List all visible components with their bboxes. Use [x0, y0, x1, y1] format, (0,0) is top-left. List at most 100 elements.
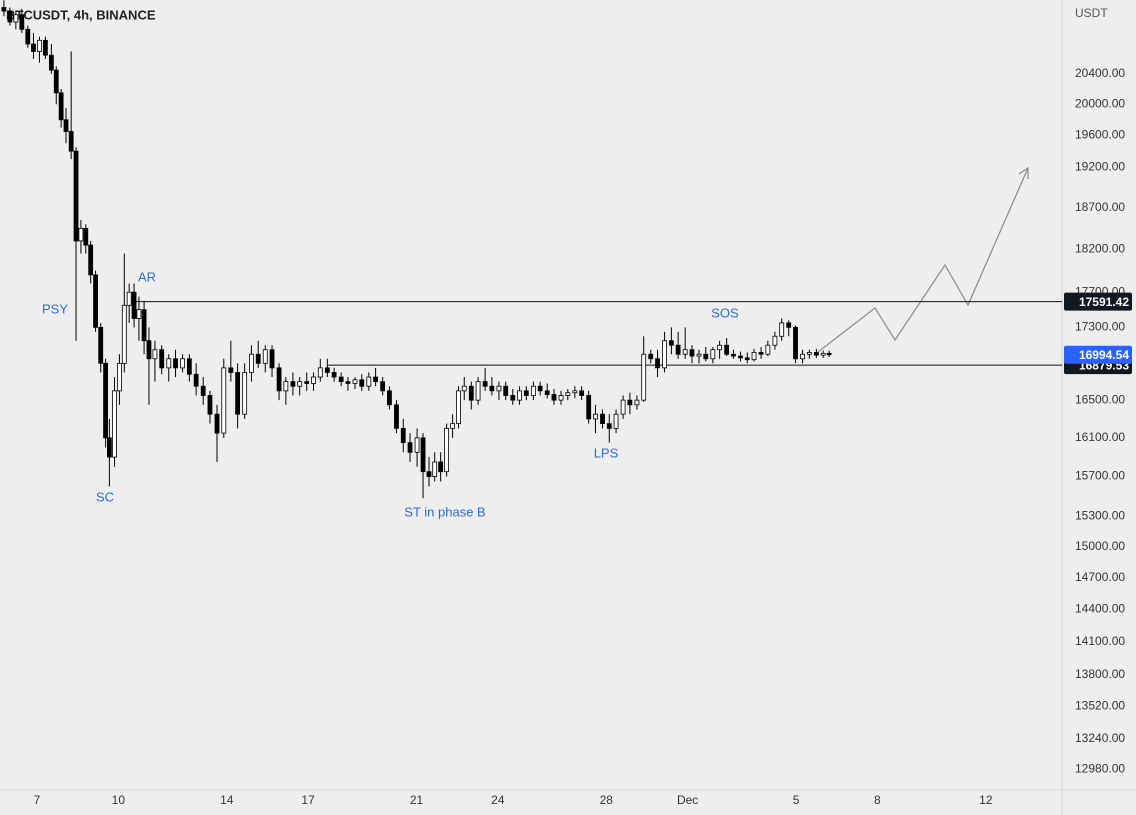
candle-body: [414, 437, 420, 453]
candle-body: [682, 349, 688, 355]
y-tick-label: 15300.00: [1075, 508, 1125, 522]
y-tick-label: 14100.00: [1075, 634, 1125, 648]
candle-body: [200, 385, 206, 396]
candle-body: [221, 367, 227, 434]
candle-body: [63, 119, 69, 132]
candle-body: [37, 39, 42, 52]
candle-body: [738, 355, 743, 359]
candle-body: [331, 372, 337, 378]
candle-body: [58, 92, 64, 121]
candle-body: [432, 461, 438, 477]
candle-body: [772, 335, 778, 346]
x-tick-label: 17: [301, 793, 315, 807]
candle-body: [103, 362, 108, 439]
y-tick-label: 16100.00: [1075, 430, 1125, 444]
candle-body: [800, 353, 805, 360]
candle-body: [106, 437, 112, 458]
candle-body: [43, 39, 48, 56]
x-tick-label: 24: [491, 793, 505, 807]
candle-body: [121, 304, 127, 364]
candle-body: [1, 7, 7, 12]
y-tick-label: 20000.00: [1075, 97, 1125, 111]
x-tick-label: 7: [34, 793, 41, 807]
candle-body: [689, 349, 695, 357]
x-tick-label: 10: [112, 793, 126, 807]
candle-body: [786, 322, 792, 328]
projection-arrow: [817, 166, 1029, 353]
candle-body: [731, 353, 736, 357]
candle-body: [173, 358, 178, 369]
candle-body: [88, 244, 94, 276]
candle-body: [826, 352, 832, 356]
candle-body: [668, 340, 674, 346]
candle-body: [662, 340, 667, 369]
candle-body: [551, 394, 557, 401]
candle-body: [751, 352, 757, 361]
candle-body: [53, 69, 59, 94]
candle-body: [544, 390, 550, 395]
candle-body: [696, 353, 702, 357]
x-tick-label: 12: [979, 793, 993, 807]
y-tick-label: 13800.00: [1075, 667, 1125, 681]
candle-body: [620, 399, 626, 415]
candles: [1, 0, 832, 499]
candle-body: [387, 390, 392, 406]
candle-body: [131, 291, 137, 319]
candle-body: [146, 340, 152, 360]
candle-body: [675, 344, 681, 355]
y-tick-label: 19200.00: [1075, 159, 1125, 173]
candle-body: [765, 344, 771, 355]
candle-body: [48, 54, 54, 71]
candle-body: [710, 349, 716, 360]
candle-body: [558, 395, 564, 401]
chart-title: BTCUSDT, 4h, BINANCE: [6, 7, 156, 22]
candle-body: [126, 291, 132, 306]
candle-body: [489, 385, 495, 392]
candle-body: [586, 395, 592, 420]
candle-body: [648, 353, 654, 360]
candle-body: [627, 399, 633, 406]
candle-body: [136, 309, 142, 319]
candle-body: [311, 376, 316, 384]
level-price-box: [1064, 292, 1132, 311]
x-tick-label: 8: [874, 793, 881, 807]
candle-body: [359, 379, 365, 387]
y-tick-label: 12980.00: [1075, 761, 1125, 775]
candle-body: [117, 362, 122, 392]
y-tick-label: 16500.00: [1075, 392, 1125, 406]
candle-body: [214, 413, 220, 434]
candle-body: [475, 381, 481, 401]
candle-body: [68, 131, 74, 152]
annotation: ST in phase B: [404, 504, 485, 519]
x-tick-label: 28: [600, 793, 614, 807]
x-tick-label: 14: [220, 793, 234, 807]
candle-body: [593, 413, 598, 420]
candle-body: [152, 349, 158, 360]
y-tick-label: 19600.00: [1075, 128, 1125, 142]
candle-body: [793, 326, 798, 360]
y-axis-label: USDT: [1075, 6, 1108, 20]
candle-body: [813, 352, 819, 356]
level-price-text: 17591.42: [1079, 295, 1129, 309]
annotation: PSY: [42, 301, 68, 316]
candle-body: [380, 381, 386, 392]
candle-body: [510, 395, 516, 401]
projection-arrowhead: [1018, 166, 1029, 179]
candle-body: [159, 349, 165, 369]
candle-body: [249, 353, 254, 373]
y-tick-label: 20400.00: [1075, 66, 1125, 80]
candle-body: [7, 10, 13, 23]
candle-body: [703, 353, 709, 360]
candle-body: [482, 381, 488, 387]
x-tick-label: 5: [793, 793, 800, 807]
candle-body: [744, 357, 750, 361]
candle-body: [186, 358, 192, 375]
candle-body: [207, 395, 213, 415]
candle-body: [269, 349, 275, 369]
candle-body: [537, 385, 543, 392]
candle-body: [141, 309, 147, 342]
candle-body: [290, 381, 296, 387]
candle-body: [517, 390, 522, 401]
x-tick-label: Dec: [677, 793, 698, 807]
